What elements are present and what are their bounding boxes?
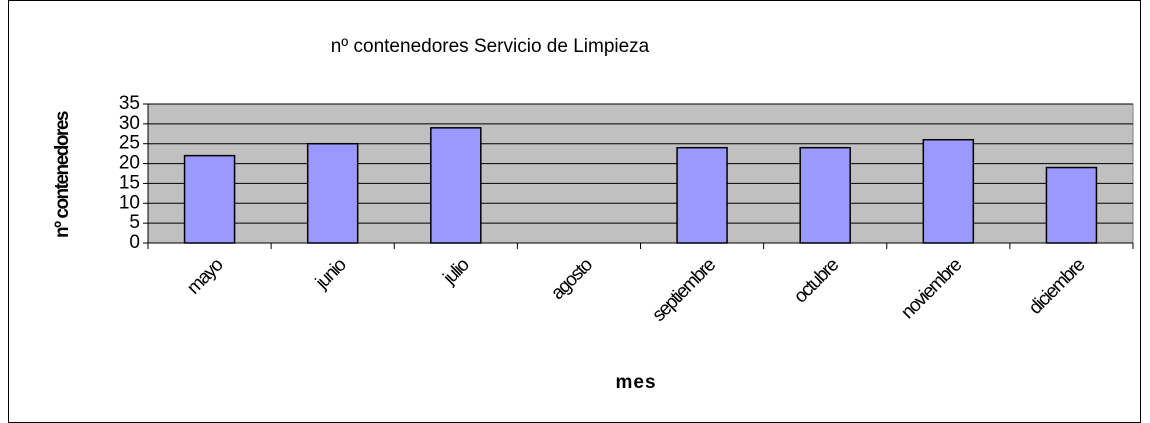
bar (306, 142, 359, 244)
x-tick-label: julio (439, 255, 474, 290)
y-axis-label: nº contenedores (52, 111, 73, 238)
x-tick-label: noviembre (897, 255, 966, 324)
x-tick-label: junio (311, 255, 350, 294)
x-tick-label: agosto (547, 255, 596, 304)
y-tick-label: 5 (129, 212, 140, 233)
y-tick-label: 20 (119, 153, 140, 174)
bar (922, 138, 975, 244)
x-tick-label: octubre (790, 255, 843, 308)
x-tick-label: septiembre (648, 255, 719, 326)
y-tick-label: 35 (119, 93, 140, 114)
y-tick-label: 15 (119, 172, 140, 193)
bar (183, 154, 236, 244)
bar (799, 146, 851, 244)
chart-title: nº contenedores Servicio de Limpieza (331, 36, 650, 57)
plot-area (147, 103, 1134, 244)
bar (676, 146, 728, 244)
x-axis-label: mes (615, 372, 656, 393)
y-tick-label: 25 (119, 133, 140, 154)
x-tick-label: mayo (183, 255, 227, 299)
x-tick-label: diciembre (1025, 255, 1089, 319)
y-tick-label: 30 (119, 113, 140, 134)
y-tick-label: 0 (129, 232, 140, 253)
bar (430, 127, 482, 244)
y-tick-label: 10 (119, 192, 140, 213)
bar (1045, 166, 1098, 244)
